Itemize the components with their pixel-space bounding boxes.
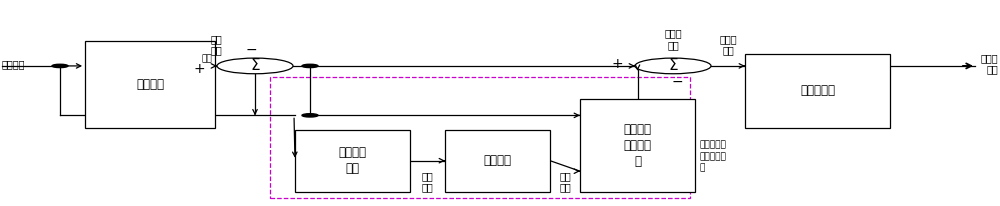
FancyBboxPatch shape	[295, 130, 410, 192]
Text: 基波和谐
波分量提
取: 基波和谐 波分量提 取	[624, 123, 652, 168]
FancyBboxPatch shape	[745, 54, 890, 128]
Text: 频率跟踪: 频率跟踪	[484, 154, 512, 167]
Text: 均值滤波: 均值滤波	[136, 78, 164, 91]
Text: $\Sigma$: $\Sigma$	[250, 57, 260, 73]
Text: 输入信号: 输入信号	[2, 59, 26, 69]
Text: 基波
频率: 基波 频率	[559, 171, 571, 193]
Text: +: +	[193, 62, 205, 76]
Text: 参数谱估计: 参数谱估计	[800, 84, 835, 97]
Text: −: −	[671, 75, 683, 89]
FancyBboxPatch shape	[445, 130, 550, 192]
Text: $\Sigma$: $\Sigma$	[668, 57, 678, 73]
Text: 基波和谐波
分量及其参
数: 基波和谐波 分量及其参 数	[700, 141, 727, 172]
Text: 间谐波
分量: 间谐波 分量	[719, 34, 737, 56]
Circle shape	[302, 114, 318, 117]
Circle shape	[52, 64, 68, 68]
Circle shape	[635, 58, 711, 74]
Circle shape	[302, 64, 318, 68]
Text: 分量: 分量	[201, 54, 212, 63]
Text: 基波
分量: 基波 分量	[422, 171, 433, 193]
Text: 窄带带通
滤波: 窄带带通 滤波	[338, 146, 366, 175]
FancyBboxPatch shape	[85, 41, 215, 128]
Text: 间谐波
参数: 间谐波 参数	[980, 53, 998, 75]
Text: 直流
分量: 直流 分量	[210, 34, 222, 56]
Text: 间谐波
分量: 间谐波 分量	[664, 28, 682, 50]
FancyBboxPatch shape	[580, 99, 695, 192]
Circle shape	[217, 58, 293, 74]
Text: +: +	[611, 57, 623, 71]
Text: −: −	[245, 43, 257, 57]
